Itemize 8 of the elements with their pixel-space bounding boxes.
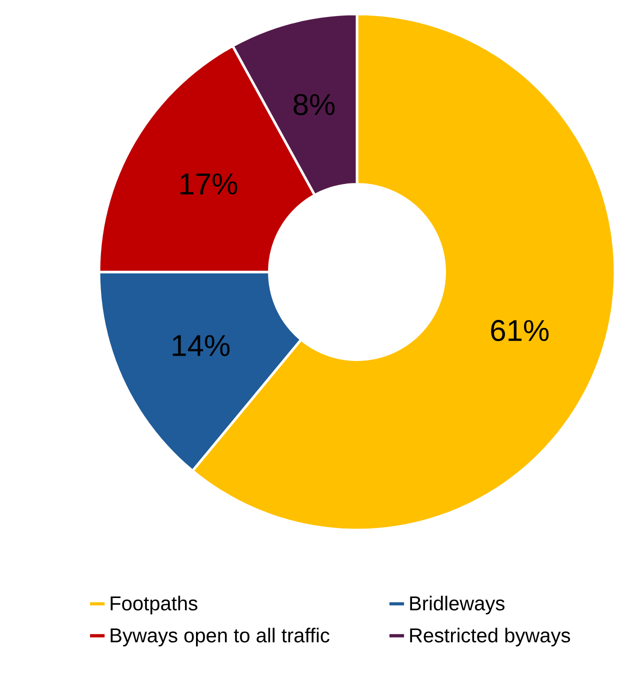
data-label: 17% (180, 174, 238, 194)
data-label: 8% (294, 94, 335, 116)
legend-label: Restricted byways (410, 628, 570, 646)
legend-label: Footpaths (110, 596, 198, 614)
data-label: 14% (172, 335, 230, 356)
data-label: 61% (491, 320, 549, 342)
legend-label: Bridleways (410, 596, 504, 614)
legend-label: Byways open to all traffic (110, 628, 330, 646)
